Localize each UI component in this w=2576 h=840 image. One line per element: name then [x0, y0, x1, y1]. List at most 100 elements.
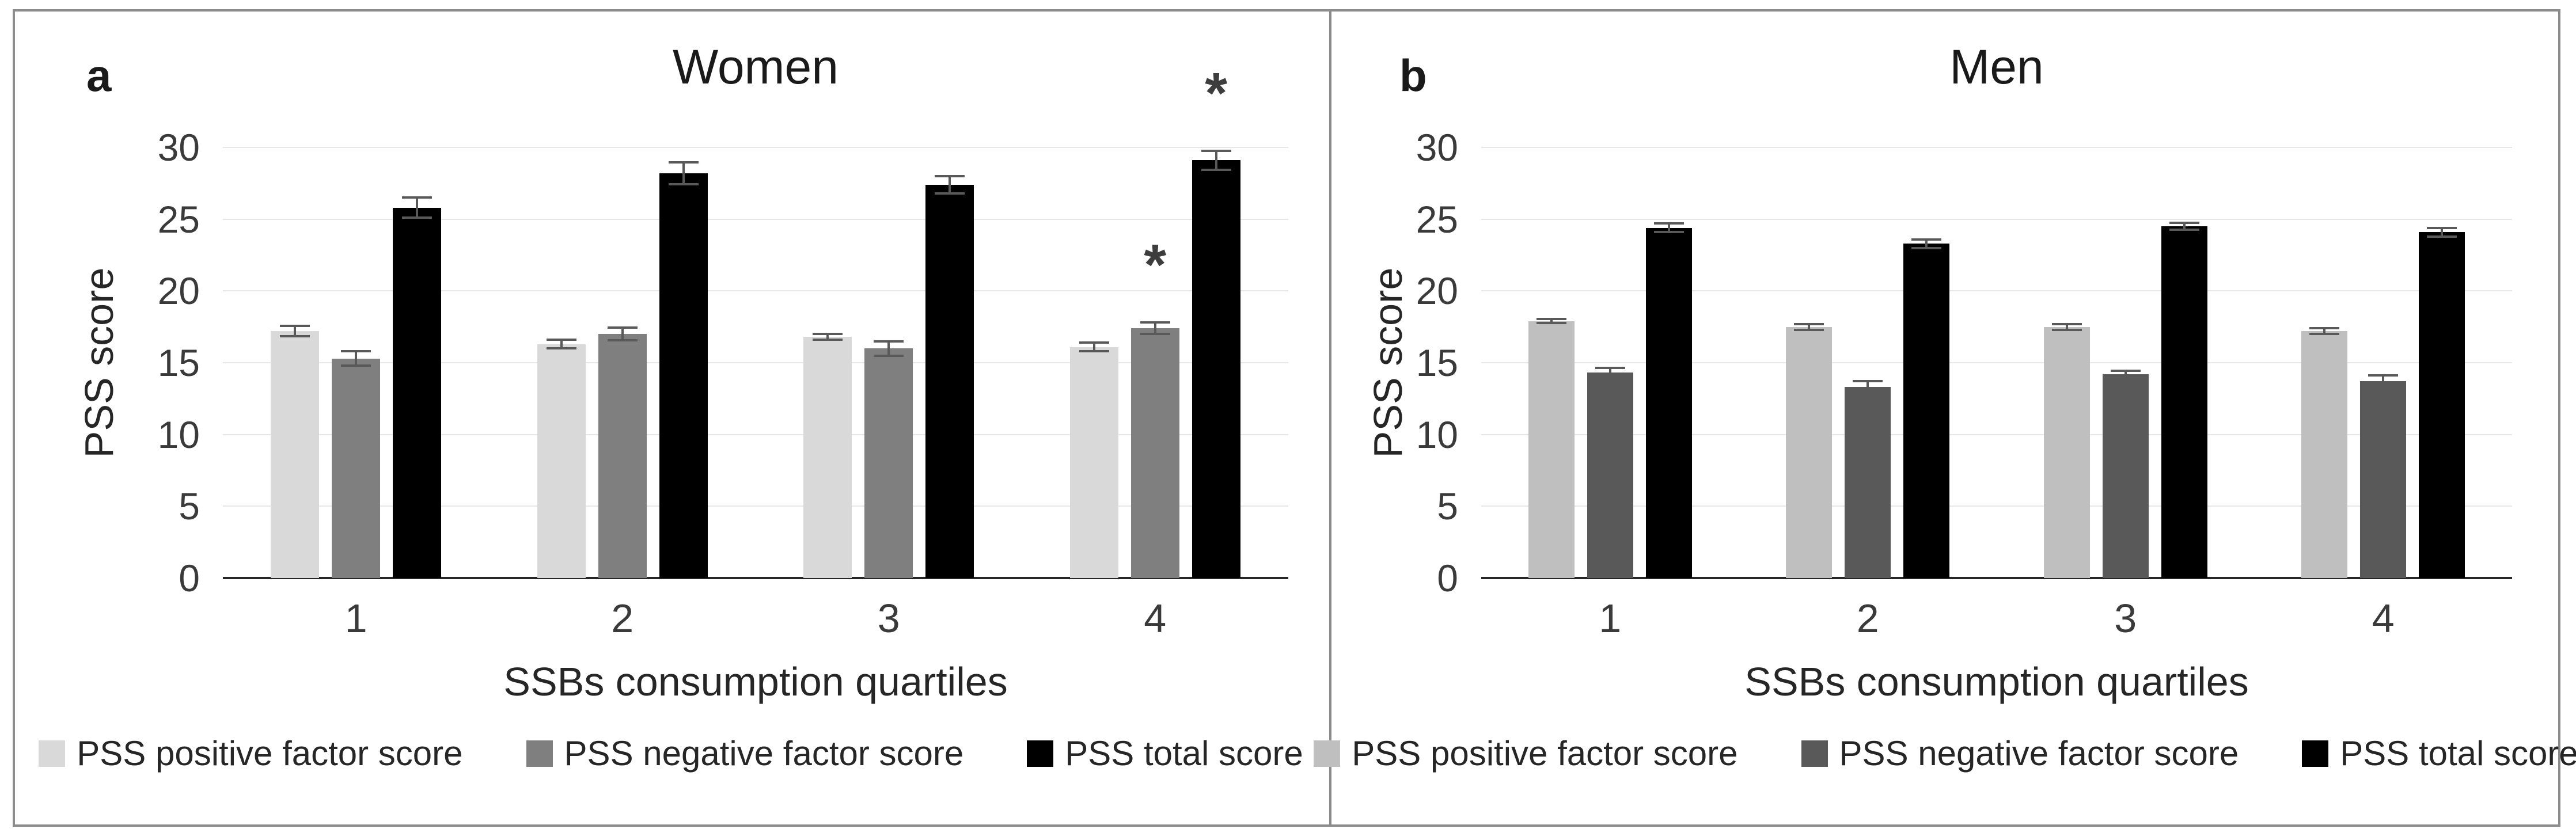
error-cap-high-s2-q3: [2169, 221, 2199, 224]
x-tick-label-4: 4: [1144, 596, 1167, 641]
panel-letter-b: b: [1399, 50, 1427, 101]
error-cap-low-s1-q2: [1853, 392, 1883, 394]
error-cap-low-s1-q3: [874, 354, 904, 357]
error-cap-low-s2-q4: [2427, 235, 2457, 238]
error-cap-high-s2-q2: [668, 161, 699, 164]
bar-s2-q4: [2419, 232, 2465, 578]
error-cap-high-s1-q4: [2368, 374, 2399, 377]
error-cap-low-s0-q1: [280, 335, 310, 337]
error-cap-low-s1-q4: [1140, 333, 1170, 336]
gridline-y30: [1481, 147, 2512, 148]
error-cap-low-s0-q4: [1079, 350, 1109, 353]
legend-label: PSS negative factor score: [564, 734, 964, 773]
error-cap-low-s2-q4: [1201, 168, 1231, 171]
y-tick-label-0: 0: [179, 557, 200, 599]
bar-s0-q2: [1786, 326, 1833, 578]
error-bar-s1-q3: [2124, 370, 2127, 378]
panel-men: b Men PSS score SSBs consumption quartil…: [1314, 9, 2576, 827]
error-cap-high-s0-q4: [1079, 341, 1109, 344]
legend-label: PSS positive factor score: [77, 734, 463, 773]
error-cap-high-s0-q1: [1536, 317, 1566, 320]
error-bar-s1-q2: [1866, 381, 1869, 393]
error-cap-high-s0-q2: [546, 339, 576, 341]
legend-swatch-icon: [1801, 740, 1828, 767]
x-tick-label-3: 3: [2114, 596, 2137, 641]
panel-letter-a: a: [86, 50, 112, 101]
legend-swatch-icon: [2302, 740, 2329, 767]
bar-s1-q4: [1130, 328, 1179, 578]
legend-label: PSS total score: [1065, 734, 1303, 773]
error-bar-s2-q3: [2183, 222, 2186, 230]
y-tick-label-30: 30: [157, 126, 200, 169]
error-cap-low-s2-q3: [2169, 229, 2199, 231]
legend-women: PSS positive factor score PSS negative fa…: [13, 733, 1329, 773]
y-tick-label-20: 20: [1416, 269, 1458, 313]
error-cap-high-s0-q3: [2051, 322, 2082, 325]
error-bar-s0-q4: [1092, 343, 1095, 352]
bar-s2-q2: [659, 173, 708, 578]
error-cap-low-s0-q4: [2309, 333, 2340, 336]
bar-s1-q3: [2102, 374, 2149, 578]
error-cap-high-s2-q1: [402, 196, 433, 199]
x-tick-label-2: 2: [611, 596, 634, 641]
y-tick-label-25: 25: [157, 197, 200, 241]
gridline-y20: [1481, 290, 2512, 292]
error-cap-low-s1-q1: [341, 364, 371, 367]
legend-swatch-icon: [1314, 740, 1341, 767]
error-bar-s0-q1: [1550, 318, 1553, 324]
error-bar-s2-q4: [1215, 151, 1217, 170]
y-tick-label-5: 5: [179, 485, 200, 528]
gridline-y30: [223, 147, 1288, 148]
bar-s1-q1: [1587, 373, 1633, 578]
legend-item-2: PSS total score: [1027, 733, 1303, 773]
gridline-y5: [223, 505, 1288, 507]
x-axis-line: [223, 577, 1288, 579]
y-tick-label-10: 10: [1416, 413, 1458, 456]
error-cap-high-s1-q3: [2110, 369, 2141, 372]
error-cap-high-s1-q4: [1140, 321, 1170, 324]
bar-s0-q3: [803, 337, 852, 578]
error-cap-high-s1-q1: [341, 350, 371, 353]
bar-s0-q2: [537, 344, 586, 578]
error-cap-low-s0-q3: [2051, 328, 2082, 331]
bar-s2-q1: [1645, 227, 1692, 578]
legend-swatch-icon: [526, 740, 553, 767]
bar-s0-q1: [271, 331, 320, 578]
bar-s2-q4: [1192, 160, 1240, 578]
error-bar-s0-q2: [1808, 324, 1811, 330]
gridline-y20: [223, 290, 1288, 292]
chart-title-men: Men: [1949, 40, 2044, 94]
error-bar-s2-q3: [949, 176, 951, 193]
x-tick-label-1: 1: [1599, 596, 1622, 641]
error-cap-high-s0-q1: [280, 325, 310, 328]
error-bar-s0-q1: [294, 326, 297, 336]
legend-item-1: PSS negative factor score: [526, 733, 964, 773]
gridline-y5: [1481, 505, 2512, 507]
y-tick-label-15: 15: [1416, 341, 1458, 384]
error-cap-high-s2-q3: [935, 174, 965, 177]
error-bar-s2-q1: [416, 197, 419, 218]
error-bar-s2-q1: [1667, 223, 1670, 233]
chart-title-women: Women: [673, 40, 839, 94]
error-bar-s0-q3: [826, 334, 829, 340]
x-axis-label: SSBs consumption quartiles: [1744, 659, 2249, 704]
error-bar-s1-q4: [2382, 375, 2385, 387]
error-bar-s2-q4: [2441, 227, 2444, 237]
gridline-y10: [223, 434, 1288, 435]
legend-item-0: PSS positive factor score: [39, 733, 463, 773]
bar-s1-q2: [598, 334, 647, 578]
error-cap-high-s2-q2: [1911, 238, 1942, 241]
legend-item-0: PSS positive factor score: [1314, 733, 1738, 773]
bar-s1-q3: [864, 348, 913, 578]
y-tick-label-10: 10: [157, 413, 200, 456]
error-cap-high-s2-q4: [2427, 226, 2457, 229]
error-bar-s1-q1: [1608, 367, 1611, 378]
error-cap-high-s2-q1: [1653, 222, 1684, 225]
error-bar-s2-q2: [682, 162, 685, 184]
error-bar-s1-q3: [887, 341, 890, 356]
error-cap-low-s2-q2: [668, 183, 699, 185]
error-cap-low-s0-q3: [813, 339, 843, 341]
bar-s2-q1: [393, 207, 442, 578]
legend-swatch-icon: [1027, 740, 1054, 767]
